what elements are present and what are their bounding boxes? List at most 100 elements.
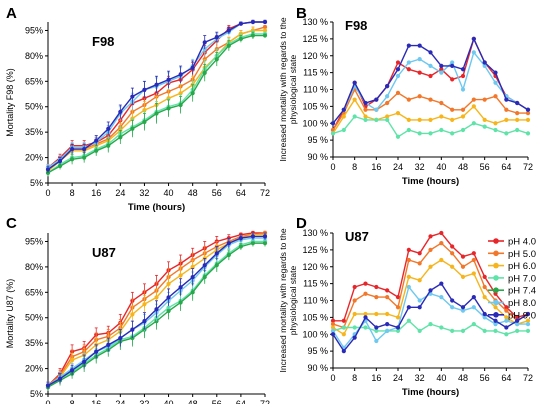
data-point: [190, 264, 195, 269]
panel-d: D 0 8 16 24 32 40 48 56 64 72 90 % 95 % 100 % 105 % 110…: [278, 215, 533, 398]
panel-letter: C: [6, 215, 17, 232]
x-tick-label: 16: [371, 373, 381, 383]
data-point: [154, 307, 159, 312]
legend-label: pH 6.0: [508, 261, 536, 272]
data-point: [460, 308, 466, 313]
data-point: [395, 111, 401, 116]
data-point: [178, 273, 183, 278]
x-tick-label: 40: [164, 188, 174, 198]
y-tick-label: 90 %: [307, 152, 328, 162]
data-point: [374, 338, 379, 344]
data-point: [471, 251, 476, 256]
data-point: [363, 325, 368, 330]
data-point: [460, 114, 466, 119]
panel-letter: B: [296, 5, 307, 22]
data-point: [166, 77, 171, 82]
data-point: [262, 24, 268, 30]
legend-swatch-marker: [493, 275, 499, 281]
data-point: [460, 73, 466, 79]
data-point: [450, 298, 455, 303]
data-point: [482, 315, 487, 320]
x-tick-label: 24: [393, 162, 403, 172]
legend-swatch-marker: [493, 299, 499, 306]
data-point: [106, 126, 111, 131]
data-point: [406, 305, 411, 310]
data-point: [250, 234, 256, 239]
data-point: [428, 234, 433, 239]
data-point: [406, 97, 411, 102]
data-point: [118, 109, 123, 114]
data-point: [82, 155, 87, 160]
data-point: [504, 107, 509, 112]
data-point: [363, 315, 368, 320]
data-point: [471, 36, 476, 41]
data-point: [226, 241, 231, 246]
data-point: [106, 342, 111, 347]
data-point: [450, 305, 455, 310]
data-point: [226, 252, 231, 258]
legend-item: pH 9.0: [488, 310, 536, 321]
data-point: [417, 117, 422, 122]
y-tick-label: 35%: [25, 127, 43, 137]
data-point: [493, 318, 498, 323]
data-point: [395, 295, 401, 300]
data-point: [341, 318, 346, 323]
data-point: [515, 111, 520, 116]
data-point: [493, 70, 498, 75]
data-point: [352, 311, 357, 317]
data-point: [385, 114, 390, 119]
x-tick-label: 64: [236, 399, 246, 404]
data-point: [178, 72, 183, 77]
y-tick-label: 115 %: [303, 68, 328, 78]
x-tick-label: 48: [458, 373, 468, 383]
data-point: [385, 311, 390, 317]
data-point: [525, 328, 531, 333]
data-point: [515, 328, 520, 333]
data-point: [406, 60, 411, 65]
data-point: [450, 77, 455, 82]
x-tick-label: 48: [188, 399, 198, 404]
data-point: [202, 47, 207, 52]
data-point: [395, 325, 401, 330]
data-point: [504, 117, 509, 122]
legend-label: pH 7.4: [508, 286, 536, 297]
panel-letter: D: [296, 215, 307, 232]
data-point: [330, 121, 336, 126]
x-tick-label: 0: [45, 399, 50, 404]
series-ph-9-0: [330, 36, 531, 126]
data-point: [428, 63, 433, 68]
data-point: [178, 300, 183, 305]
x-tick-label: 32: [139, 399, 149, 404]
panel-a: A 0 8 16 24 32 40 48 56 64 72 5% 20% 35% 50% 65% 80% 95% T…: [5, 5, 270, 213]
data-point: [190, 290, 195, 295]
y-axis-label-line: Increased mortality with regards to the: [278, 228, 288, 372]
data-point: [70, 368, 75, 373]
data-point: [525, 111, 531, 116]
data-point: [406, 274, 411, 279]
series-ph-6-0: [330, 97, 531, 136]
data-point: [250, 19, 256, 25]
data-point: [214, 251, 219, 256]
data-point: [142, 108, 147, 113]
y-tick-label: 100 %: [302, 329, 328, 339]
data-point: [428, 50, 433, 55]
x-axis-label: Time (hours): [128, 202, 185, 213]
y-tick-label: 65%: [25, 287, 43, 297]
series-ph-6-0: [45, 26, 268, 175]
series-ph-8-0: [330, 284, 531, 350]
data-point: [493, 322, 498, 327]
data-point: [428, 97, 433, 102]
data-point: [417, 43, 422, 48]
data-point: [166, 106, 171, 111]
data-point: [214, 57, 219, 62]
x-tick-label: 72: [260, 399, 270, 404]
data-point: [428, 117, 433, 122]
data-point: [94, 349, 99, 354]
data-point: [118, 135, 123, 140]
x-tick-label: 8: [70, 188, 75, 198]
data-point: [238, 235, 243, 241]
data-point: [341, 332, 346, 337]
data-point: [406, 43, 411, 48]
data-point: [166, 295, 171, 300]
y-tick-label: 50%: [25, 102, 43, 112]
